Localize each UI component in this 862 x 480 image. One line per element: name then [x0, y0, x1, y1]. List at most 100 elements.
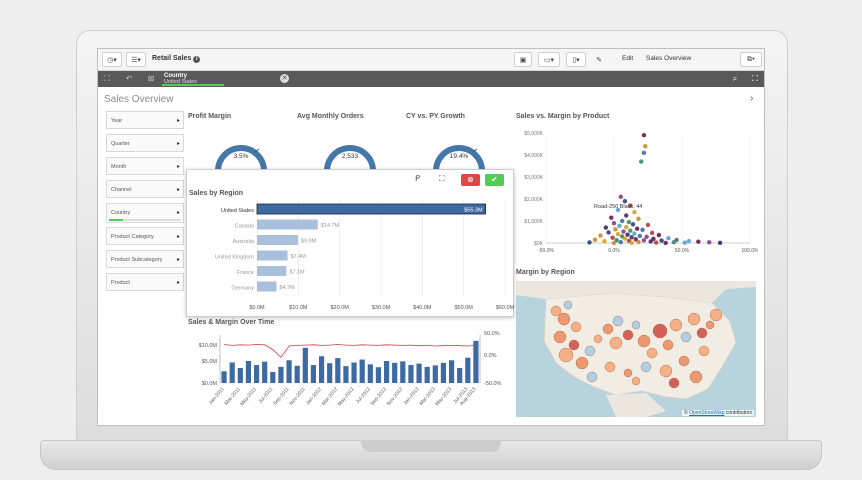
bar	[270, 372, 276, 383]
scatter-point	[640, 227, 645, 232]
global-menu-button[interactable]: ☰▾	[126, 52, 146, 67]
current-sheet-label[interactable]: Sales Overview	[646, 55, 692, 62]
selections-tool-icon[interactable]: ⛶	[752, 74, 758, 83]
scatter-point	[682, 240, 687, 245]
scatter-point	[617, 223, 622, 229]
info-icon[interactable]: i	[193, 56, 201, 63]
scatter-point	[641, 150, 647, 155]
scatter-point	[624, 224, 629, 230]
scatter-point	[644, 234, 649, 240]
bar	[432, 365, 438, 383]
scatter-point	[598, 233, 603, 238]
clear-all-icon[interactable]: ⊠	[147, 74, 155, 83]
list-icon: ☰▾	[131, 56, 141, 64]
category-label: United Kingdom	[215, 255, 255, 261]
edit-label[interactable]: Edit	[622, 55, 634, 62]
map-bubble	[602, 323, 614, 335]
y-tick-label: $3,000K	[524, 175, 543, 181]
scatter-point	[696, 239, 701, 244]
filter-label: Product	[111, 280, 130, 286]
filter-channel[interactable]: Channel ▸	[106, 180, 184, 198]
filter-product[interactable]: Product ▸	[106, 273, 184, 291]
scatter-point	[611, 240, 617, 246]
filter-selection-bar	[109, 219, 181, 221]
scatter-point	[621, 229, 626, 234]
gauge-arc	[433, 145, 485, 172]
edit-button[interactable]: ✎	[592, 52, 606, 67]
snapshot-button[interactable]: ▣	[514, 52, 532, 67]
gauge-arc	[324, 145, 376, 172]
step-back-icon[interactable]: ↶	[125, 74, 133, 83]
filter-quarter[interactable]: Quarter ▸	[106, 134, 184, 152]
kpi-value-growth: 19.4%	[449, 153, 469, 160]
search-icon[interactable]: ⌕	[732, 74, 738, 83]
filter-month[interactable]: Month ▸	[106, 157, 184, 175]
navigation-menu-button[interactable]: ◷▾	[102, 52, 122, 67]
scatter-point	[622, 199, 628, 204]
sales-by-region-chart[interactable]: $0.0M $10.0M $20.0M $30.0M $40.0M $50.0M $60.0…	[187, 170, 515, 318]
margin-line	[224, 344, 476, 359]
bar	[457, 367, 463, 383]
margin-by-region-map[interactable]: © OpenStreetMap contributors	[516, 281, 756, 417]
selection-tool-icon[interactable]: ⛶	[439, 174, 445, 183]
scatter-point	[630, 222, 636, 227]
bar	[257, 235, 298, 245]
filter-product-category[interactable]: Product Category ▸	[106, 227, 184, 245]
map-canvas[interactable]	[516, 281, 756, 417]
bar	[465, 357, 471, 383]
y-tick-label: $10.0M	[199, 343, 218, 349]
map-bubble	[550, 305, 562, 317]
kpi-value-avg-orders: 2,533	[341, 153, 359, 160]
x-tick-label: 100.0%	[742, 248, 758, 254]
lasso-icon[interactable]: ᑭ	[415, 174, 421, 183]
osm-link[interactable]: OpenStreetMap	[689, 410, 725, 416]
map-bubble	[558, 347, 574, 363]
kpi-title-growth: CY vs. PY Growth	[406, 113, 465, 120]
confirm-selection-button[interactable]: ✔	[485, 174, 504, 186]
filter-country[interactable]: Country ▸	[106, 203, 184, 223]
sales-by-region-selection-panel[interactable]: ᑭ ⛶ ⊗ ✔ Sales by Region $0.0M $10.0M $20.0…	[186, 169, 515, 318]
map-bubble	[669, 318, 683, 332]
map-bubble	[622, 329, 634, 341]
scatter-point	[618, 239, 623, 245]
scatter-point	[629, 235, 634, 240]
bookmark-icon: ▯▾	[572, 56, 580, 64]
sheets-button[interactable]: ⧉▾	[740, 52, 762, 67]
x-tick-label: 50.0%	[675, 248, 690, 254]
bar	[257, 266, 287, 276]
map-credit: © OpenStreetMap contributors	[682, 410, 754, 416]
cancel-selection-button[interactable]: ⊗	[461, 174, 480, 186]
selection-field: Country	[164, 73, 187, 79]
bar	[294, 365, 300, 383]
kpi-gauge-avg-orders[interactable]	[324, 133, 376, 173]
clear-selection-icon[interactable]: ✕	[280, 74, 289, 83]
kpi-gauge-growth[interactable]	[433, 133, 485, 173]
gauge-marker	[472, 148, 478, 153]
scatter-point	[610, 235, 615, 240]
scatter-point	[628, 203, 633, 208]
present-button[interactable]: ▭▾	[538, 52, 560, 67]
smart-search-icon[interactable]: ⛶	[104, 74, 110, 83]
filter-year[interactable]: Year ▸	[106, 111, 184, 129]
kpi-gauge-profit-margin[interactable]	[215, 133, 267, 173]
sales-margin-time-chart[interactable]: $10.0M$5.0M$0.0M50.0%0.0%-50.0%Jan-2011M…	[186, 329, 516, 425]
canada-landmass	[516, 281, 756, 303]
kpi-title-profit-margin: Profit Margin	[188, 113, 232, 120]
chart-title-sales-vs-margin: Sales vs. Margin by Product	[516, 113, 610, 120]
chevron-right-icon: ▸	[176, 210, 180, 216]
sales-vs-margin-chart[interactable]: $5,000K $4,000K $3,000K $2,000K $1,000K $0K-5…	[514, 121, 758, 261]
scatter-point	[632, 231, 637, 236]
next-sheet-chevron-icon[interactable]: ›	[750, 93, 754, 104]
filter-product-subcategory[interactable]: Product Subcategory ▸	[106, 250, 184, 268]
selection-bar: ⛶ ↶ ⊠ Country United States ✕ ⌕ ⛶	[98, 71, 764, 87]
selection-chip-country[interactable]: Country United States ✕	[160, 72, 289, 86]
bar	[383, 361, 390, 383]
scatter-point	[641, 133, 647, 138]
annotation-label: Road-250 Black, 44	[594, 204, 642, 210]
bar	[400, 361, 406, 383]
bookmark-button[interactable]: ▯▾	[566, 52, 586, 67]
scatter-point	[645, 222, 651, 228]
bar	[257, 250, 288, 261]
scatter-point	[666, 235, 671, 241]
y-tick-label: $1,000K	[524, 219, 543, 225]
